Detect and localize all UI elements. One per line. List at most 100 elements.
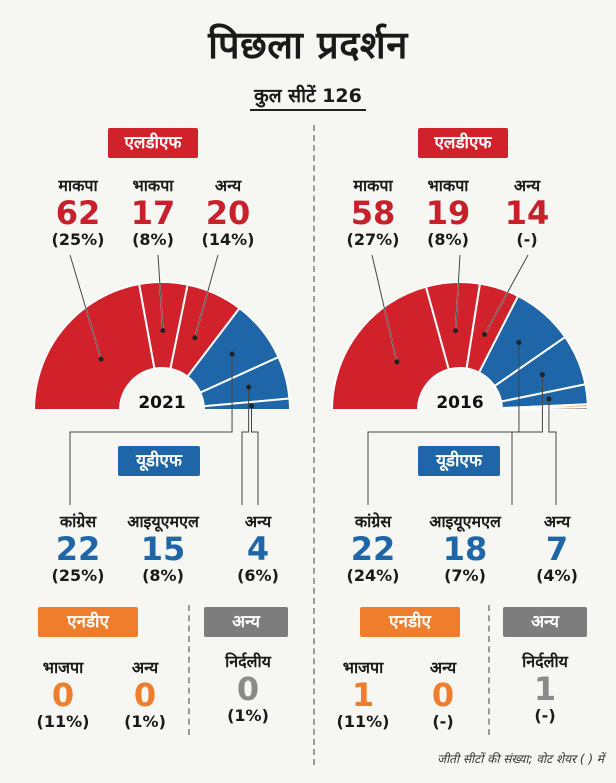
vote-share: (25%)	[51, 566, 105, 585]
vote-share: (14%)	[201, 230, 255, 249]
leader-line-udf-2016-0	[367, 342, 520, 505]
party-name: आइयूएमएल	[429, 512, 501, 531]
party-name: अन्य	[513, 176, 541, 195]
leader-dot-udf-2016-1	[539, 372, 545, 378]
vote-share: (24%)	[346, 566, 400, 585]
leader-dot-udf-2016-2	[546, 396, 552, 402]
leader-line-udf-2016-2	[548, 398, 557, 505]
party-nda-others-2021: अन्य 0 (1%)	[100, 656, 190, 731]
party-name: भाजपा	[342, 658, 384, 677]
seat-count: 58	[350, 194, 396, 232]
party-cpm-2021: माकपा 62 (25%)	[33, 174, 123, 249]
party-name: भाजपा	[42, 658, 84, 677]
vote-share: (8%)	[427, 230, 469, 249]
leader-dot-udf-2021-0	[229, 351, 235, 357]
seat-count: 17	[130, 194, 176, 232]
ldf-badge-2021: एलडीएफ	[108, 128, 198, 158]
party-name: अन्य	[214, 176, 242, 195]
vote-share: (1%)	[227, 706, 269, 725]
party-nda-others-2016: अन्य 0 (-)	[398, 656, 488, 731]
leader-line-udf-2021-2	[251, 405, 259, 505]
seat-count: 15	[140, 530, 186, 568]
year-label-2016: 2016	[436, 393, 483, 413]
leader-line-ldf-2021-0	[69, 254, 102, 360]
leader-dot-udf-2021-1	[246, 384, 252, 390]
party-udf-others-2021: अन्य 4 (6%)	[213, 510, 303, 585]
footnote: जीती सीटों की संख्या; वोट शेयर ( ) में	[437, 752, 604, 766]
leader-dot-ldf-2016-0	[394, 359, 400, 365]
seat-count: 0	[51, 676, 75, 714]
party-name: अन्य	[131, 658, 159, 677]
nda-badge-2021: एनडीए	[38, 607, 138, 637]
leader-dot-udf-2021-2	[249, 403, 255, 409]
seat-count: 19	[425, 194, 471, 232]
seat-count: 0	[431, 676, 455, 714]
nda-badge-2016: एनडीए	[360, 607, 460, 637]
party-name: माकपा	[353, 176, 393, 195]
vote-share: (-)	[516, 230, 538, 249]
seat-count: 22	[350, 530, 396, 568]
party-iuml-2016: आइयूएमएल 18 (7%)	[410, 510, 520, 585]
party-independent-2021: निर्दलीय 0 (1%)	[203, 650, 293, 725]
vote-share: (8%)	[132, 230, 174, 249]
vote-share: (6%)	[237, 566, 279, 585]
leader-dot-ldf-2021-0	[98, 356, 104, 362]
party-udf-others-2016: अन्य 7 (4%)	[512, 510, 602, 585]
party-name: आइयूएमएल	[127, 512, 199, 531]
party-iuml-2021: आइयूएमएल 15 (8%)	[108, 510, 218, 585]
party-name: कांग्रेस	[354, 512, 392, 531]
vote-share: (27%)	[346, 230, 400, 249]
party-ldf-others-2021: अन्य 20 (14%)	[183, 174, 273, 249]
leader-dot-ldf-2016-1	[453, 328, 459, 334]
leader-dot-udf-2016-0	[516, 340, 522, 346]
party-independent-2016: निर्दलीय 1 (-)	[500, 650, 590, 725]
seat-count: 7	[545, 530, 569, 568]
seat-count: 18	[442, 530, 488, 568]
udf-badge-2021: यूडीएफ	[118, 446, 200, 476]
leader-line-udf-2021-0	[69, 354, 233, 505]
page-title: पिछला प्रदर्शन	[208, 23, 408, 67]
leader-dot-ldf-2021-2	[192, 335, 198, 341]
vote-share: (25%)	[51, 230, 105, 249]
leader-dot-ldf-2021-1	[160, 328, 166, 334]
party-name: माकपा	[58, 176, 98, 195]
seat-count: 0	[236, 670, 260, 708]
party-congress-2016: कांग्रेस 22 (24%)	[328, 510, 418, 585]
year-divider	[313, 125, 315, 765]
seat-count: 14	[504, 194, 550, 232]
chart-baseline-2021	[30, 410, 294, 416]
party-bjp-2021: भाजपा 0 (11%)	[18, 656, 108, 731]
vote-share: (11%)	[36, 712, 90, 731]
seat-count: 0	[133, 676, 157, 714]
vote-share: (11%)	[336, 712, 390, 731]
others-badge-2021: अन्य	[204, 607, 288, 637]
party-name: भाकपा	[427, 176, 469, 195]
vote-share: (7%)	[444, 566, 486, 585]
party-name: कांग्रेस	[59, 512, 97, 531]
total-seats-label: कुल सीटें 126	[250, 85, 366, 111]
seat-count: 1	[351, 676, 375, 714]
seat-segment-2021-0	[32, 282, 156, 411]
vote-share: (-)	[432, 712, 454, 731]
seat-segment-2016-0	[330, 285, 451, 411]
page-subtitle: कुल सीटें 126	[0, 82, 616, 111]
party-name: अन्य	[429, 658, 457, 677]
vote-share: (1%)	[124, 712, 166, 731]
seat-count: 1	[533, 670, 557, 708]
leader-line-ldf-2016-2	[484, 254, 529, 335]
party-cpm-2016: माकपा 58 (27%)	[328, 174, 418, 249]
nda-others-separator-2021	[188, 605, 190, 735]
vote-share: (8%)	[142, 566, 184, 585]
seat-count: 20	[205, 194, 251, 232]
seat-count: 22	[55, 530, 101, 568]
leader-line-ldf-2016-0	[371, 254, 398, 363]
party-name: निर्दलीय	[225, 652, 271, 671]
chart-baseline-2016	[328, 410, 592, 416]
seat-count: 62	[55, 194, 101, 232]
party-bjp-2016: भाजपा 1 (11%)	[318, 656, 408, 731]
leader-line-ldf-2021-2	[194, 254, 219, 338]
party-name: अन्य	[244, 512, 272, 531]
ldf-badge-2016: एलडीएफ	[418, 128, 508, 158]
leader-line-udf-2021-1	[241, 387, 250, 505]
